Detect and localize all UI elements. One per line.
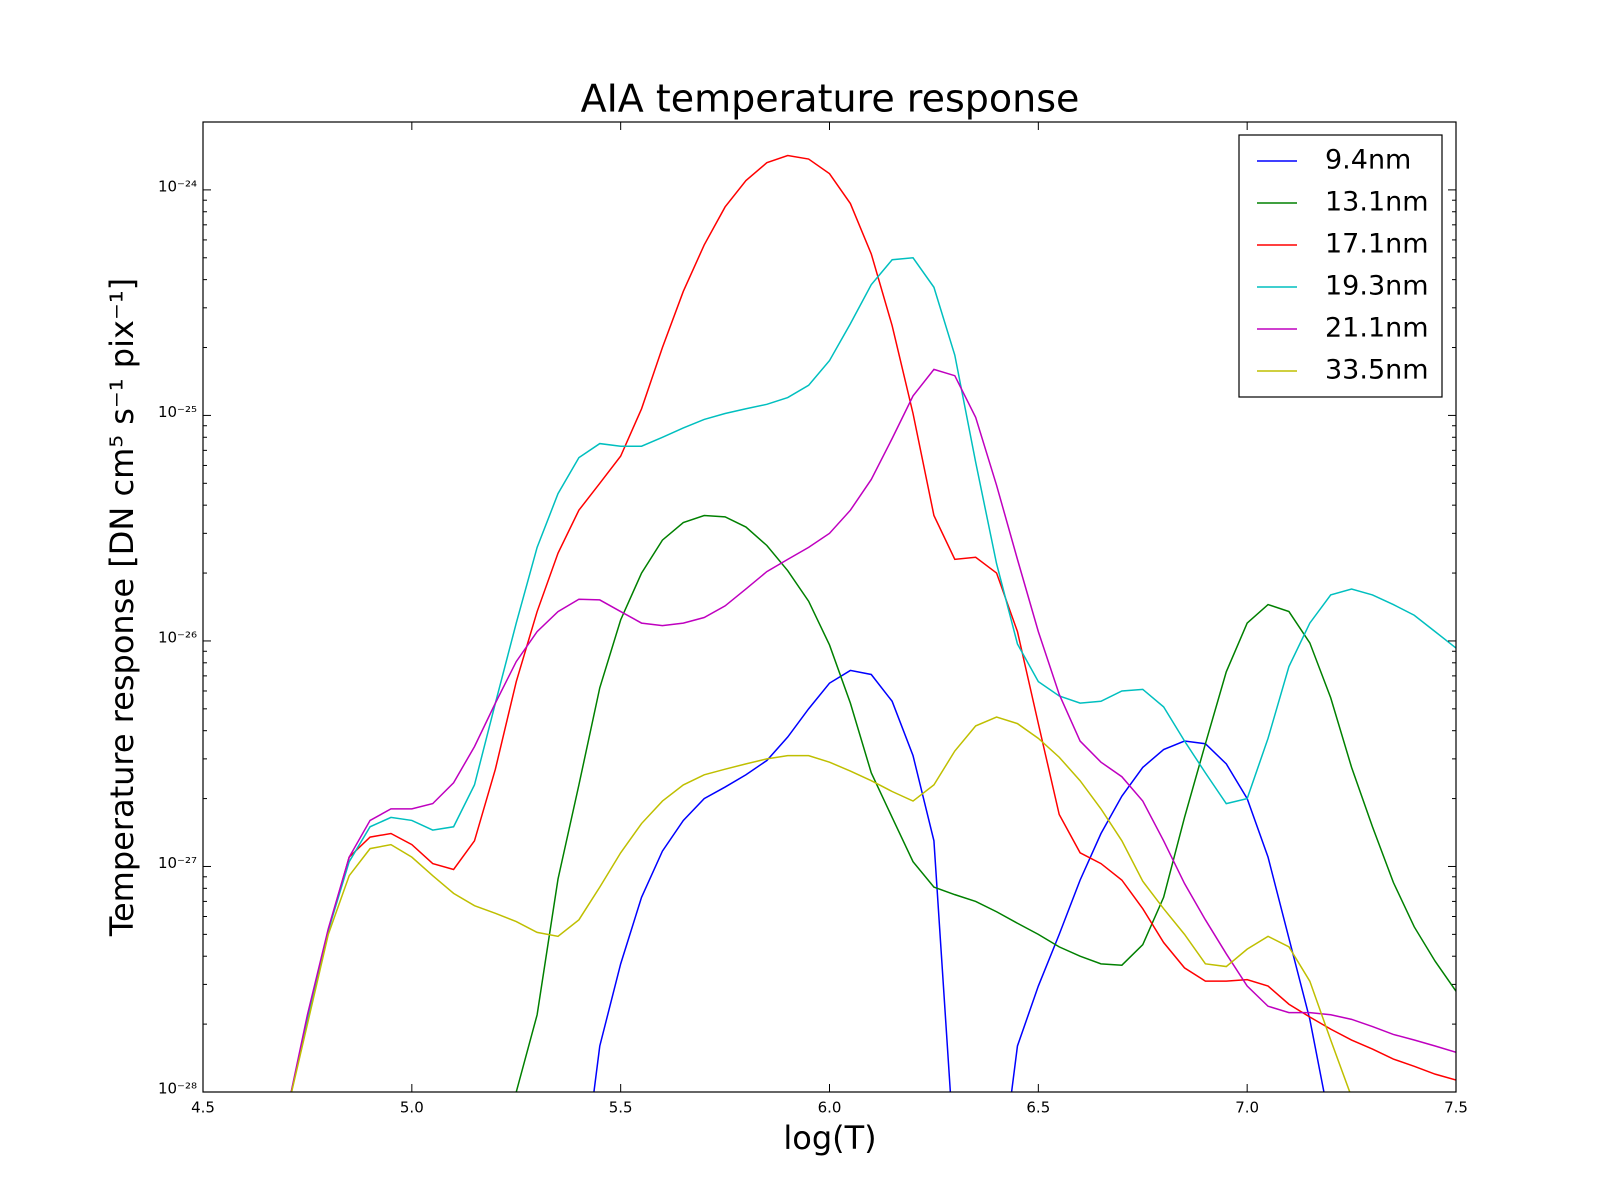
- legend-label: 21.1nm: [1325, 313, 1429, 344]
- series-line: [290, 256, 1456, 1092]
- legend: 9.4nm 13.1nm 17.1nm 19.3nm 21.1nm 33.5nm: [1238, 134, 1443, 398]
- y-axis-label: Temperature response [DN cm⁵ s⁻¹ pix⁻¹]: [103, 278, 141, 937]
- x-tick-label: 7.5: [1444, 1099, 1468, 1117]
- legend-label: 9.4nm: [1325, 145, 1411, 176]
- y-tick-label: 10⁻²⁵: [158, 403, 197, 421]
- x-tick-label: 7.0: [1235, 1099, 1259, 1117]
- x-tick-label: 6.5: [1026, 1099, 1050, 1117]
- legend-label: 17.1nm: [1325, 229, 1429, 260]
- plot-area: [290, 154, 1456, 1092]
- series-line: [290, 716, 1351, 1092]
- x-axis-label: log(T): [783, 1119, 876, 1157]
- x-tick-label: 5.0: [400, 1099, 424, 1117]
- series-line: [593, 669, 1325, 1092]
- x-tick-label: 4.5: [191, 1099, 215, 1117]
- series-line: [290, 154, 1456, 1092]
- series-line: [290, 368, 1456, 1092]
- y-tick-label: 10⁻²⁶: [158, 628, 197, 646]
- legend-frame: [1238, 134, 1443, 398]
- legend-label: 33.5nm: [1325, 355, 1429, 386]
- legend-label: 19.3nm: [1325, 271, 1429, 302]
- series-line: [515, 514, 1456, 1092]
- legend-label: 13.1nm: [1325, 187, 1429, 218]
- y-tick-label: 10⁻²⁸: [158, 1080, 197, 1098]
- y-tick-label: 10⁻²⁷: [158, 854, 197, 872]
- x-tick-label: 5.5: [609, 1099, 633, 1117]
- x-tick-label: 6.0: [818, 1099, 842, 1117]
- y-tick-label: 10⁻²⁴: [158, 177, 197, 195]
- chart-title: AIA temperature response: [581, 77, 1080, 121]
